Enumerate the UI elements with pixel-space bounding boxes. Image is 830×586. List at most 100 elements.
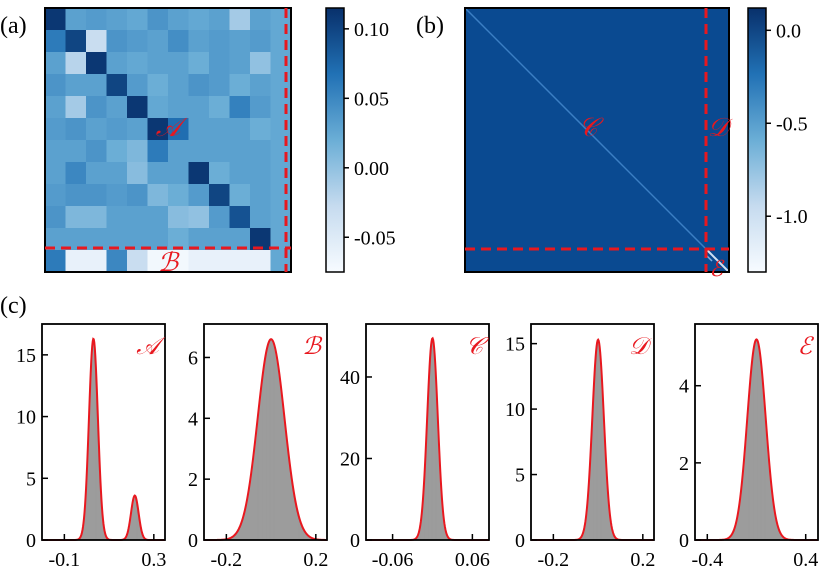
heatmap-a-cell (65, 52, 87, 75)
x-tick-label: 0.2 (630, 549, 655, 571)
heatmap-a-cell (106, 96, 128, 119)
y-tick-label: 4 (679, 376, 689, 398)
colorbar-tick-label: 0.00 (354, 158, 389, 180)
heatmap-a-cell (188, 30, 210, 53)
heatmap-a-cell (65, 30, 87, 53)
histogram-panel: 0 20 40 -0.06 0.06 𝒞 (340, 323, 490, 571)
heatmap-a-cell (250, 162, 272, 185)
heatmap-a-cell (65, 206, 87, 229)
heatmap-a-cell (250, 184, 272, 207)
heatmap-a-cell (270, 8, 292, 31)
heatmap-a-cell (270, 30, 292, 53)
histogram-label: 𝒟 (629, 332, 653, 360)
heatmap-a-cell (188, 206, 210, 229)
histogram-panel: 0 2 4 -0.4 0.4 ℰ (679, 323, 819, 571)
heatmap-a-cell (86, 206, 108, 229)
heatmap-a-cell (65, 140, 87, 163)
region-label-B: ℬ (158, 248, 180, 278)
heatmap-a-cell (209, 96, 231, 119)
heatmap-a-cell (106, 184, 128, 207)
y-tick-label: 0 (679, 530, 689, 552)
heatmap-a-cell (127, 96, 149, 119)
heatmap-a-cell (106, 8, 128, 31)
heatmap-a-cell (65, 8, 87, 31)
heatmap-a-cell (127, 184, 149, 207)
heatmap-a-cell (106, 228, 128, 251)
y-tick-label: 40 (340, 367, 360, 389)
heatmap-a-cell (250, 228, 272, 251)
heatmap-a-cell (45, 118, 67, 141)
heatmap-a-cell (229, 30, 251, 53)
x-tick-label: 0.2 (303, 549, 328, 571)
y-tick-label: 0 (188, 530, 198, 552)
colorbar-tick-label: 0.0 (776, 20, 801, 42)
y-tick-label: 2 (188, 469, 198, 491)
heatmap-a-cell (229, 206, 251, 229)
heatmap-a-cell (250, 8, 272, 31)
heatmap-a-cell (106, 52, 128, 75)
heatmap-a-cell (147, 162, 169, 185)
heatmap-a-cell (65, 228, 87, 251)
y-tick-label: 6 (188, 347, 198, 369)
heatmap-a-cell (127, 228, 149, 251)
panel-label-b: (b) (416, 13, 444, 39)
histogram-frame (694, 323, 819, 541)
heatmap-a-cell (168, 8, 190, 31)
histogram-bins (578, 340, 618, 540)
y-tick-label: 10 (16, 407, 36, 429)
heatmap-a-cell (127, 118, 149, 141)
heatmap-a-cell (229, 52, 251, 75)
heatmap-a-cell (45, 140, 67, 163)
histogram-bins (78, 338, 145, 540)
colorbar-b (747, 7, 767, 273)
heatmap-a-cell (270, 162, 292, 185)
colorbar-tick-label: -0.05 (354, 227, 396, 249)
heatmap-a-cell (65, 74, 87, 97)
heatmap-a-cell (270, 74, 292, 97)
heatmap-a-cell (229, 96, 251, 119)
heatmap-b-frame (464, 7, 730, 273)
heatmap-a-cell (229, 74, 251, 97)
heatmap-b-corner-diagonal (705, 248, 730, 273)
heatmap-a-cell (209, 74, 231, 97)
histogram-frame (203, 323, 328, 541)
heatmap-a-cell (209, 250, 231, 273)
heatmap-a-cell (250, 30, 272, 53)
heatmap-a-cell (250, 140, 272, 163)
heatmap-a-cell (229, 250, 251, 273)
y-tick-label: 10 (505, 399, 525, 421)
heatmap-a-cell (127, 250, 149, 273)
heatmap-a-cell (229, 8, 251, 31)
histogram-label: 𝒜 (136, 332, 166, 360)
heatmap-a-cell (65, 250, 87, 273)
heatmap-a-cell (250, 250, 272, 273)
heatmap-a-cell (168, 184, 190, 207)
histogram-label: ℬ (302, 332, 323, 360)
heatmap-a-cell (209, 8, 231, 31)
heatmap-a-cell (147, 118, 169, 141)
histogram-label: 𝒞 (466, 332, 490, 360)
heatmap-a-cell (45, 206, 67, 229)
heatmap-a-cell (127, 8, 149, 31)
heatmap-a-cell (188, 228, 210, 251)
heatmap-a-cell (250, 52, 272, 75)
heatmap-a-cell (168, 74, 190, 97)
heatmap-a-cell (188, 52, 210, 75)
heatmap-a-cell (65, 162, 87, 185)
heatmap-a-cell (188, 8, 210, 31)
heatmap-a-cell (86, 74, 108, 97)
heatmap-a-cell (86, 162, 108, 185)
heatmap-a-cell (147, 52, 169, 75)
heatmap-a-cell (147, 30, 169, 53)
y-tick-label: 15 (16, 345, 36, 367)
heatmap-a-cell (209, 206, 231, 229)
heatmap-a-cell (127, 74, 149, 97)
y-tick-label: 5 (515, 465, 525, 487)
heatmap-a-cell (229, 118, 251, 141)
heatmap-a-cell (45, 52, 67, 75)
heatmap-a-cell (147, 140, 169, 163)
heatmap-a-cell (106, 206, 128, 229)
heatmap-a-cell (45, 228, 67, 251)
heatmap-a-cell (86, 140, 108, 163)
